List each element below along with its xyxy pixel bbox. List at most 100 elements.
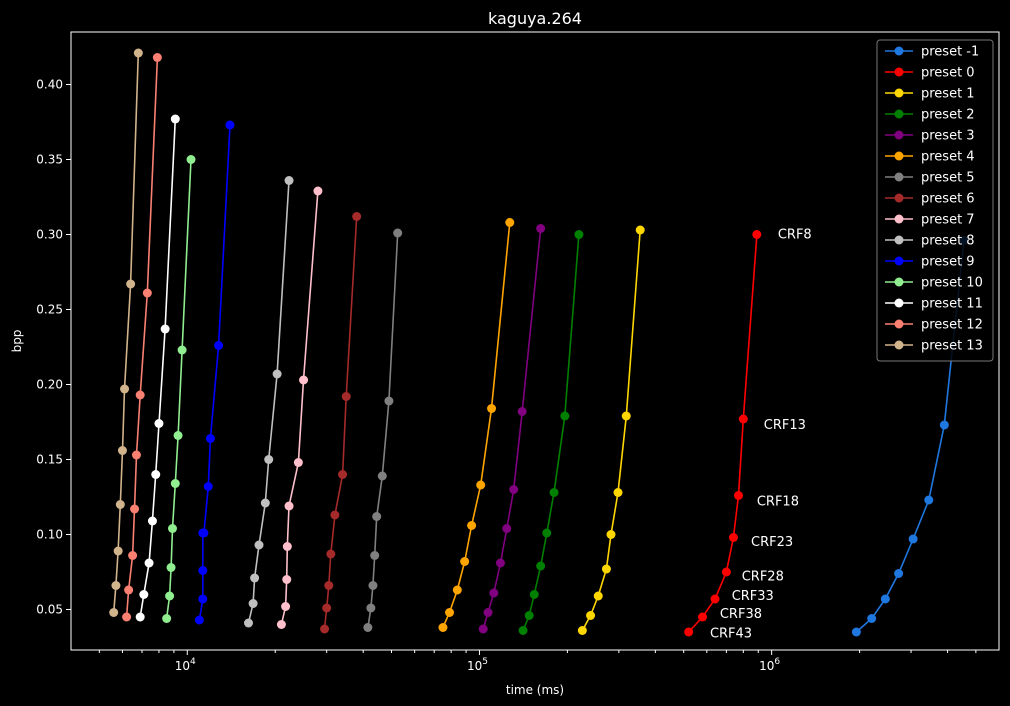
crf-annotation: CRF13 xyxy=(764,418,806,433)
data-point xyxy=(366,603,376,613)
data-point xyxy=(214,341,224,350)
data-point xyxy=(128,551,138,560)
data-point xyxy=(738,414,748,424)
data-point xyxy=(177,345,187,355)
data-point xyxy=(151,470,161,479)
series-preset-12 xyxy=(122,53,162,622)
data-point xyxy=(152,53,162,62)
data-point xyxy=(299,375,309,385)
data-point xyxy=(467,521,477,530)
legend-item: preset 9 xyxy=(885,255,975,270)
legend-box xyxy=(876,39,994,362)
legend-label: preset -1 xyxy=(921,45,979,60)
legend-label: preset 5 xyxy=(921,171,975,186)
x-tick-label: 105 xyxy=(467,657,488,673)
legend-label: preset 10 xyxy=(921,276,983,291)
legend-marker xyxy=(894,235,904,245)
legend-marker xyxy=(894,193,904,203)
data-point xyxy=(113,546,123,556)
legend-marker xyxy=(894,340,904,350)
data-point xyxy=(133,48,143,58)
series-layer xyxy=(109,48,969,637)
data-point xyxy=(593,591,603,601)
data-point xyxy=(363,623,373,632)
series-preset-8 xyxy=(243,176,294,628)
y-tick-label: 0.15 xyxy=(36,453,63,467)
legend-marker xyxy=(894,256,904,266)
data-point xyxy=(529,590,539,599)
series-line xyxy=(139,118,177,618)
data-point xyxy=(205,434,215,443)
legend-item: preset 11 xyxy=(885,297,983,312)
data-point xyxy=(284,176,294,185)
legend-label: preset 4 xyxy=(921,150,975,165)
legend-item: preset 0 xyxy=(885,66,975,81)
data-point xyxy=(341,392,351,401)
data-point xyxy=(198,594,208,604)
data-point xyxy=(577,626,587,635)
data-point xyxy=(384,396,394,406)
data-point xyxy=(135,612,145,622)
crf-annotation: CRF8 xyxy=(778,228,812,243)
legend-label: preset 13 xyxy=(921,339,983,354)
chart-title: kaguya.264 xyxy=(488,9,582,28)
legend-item: preset 8 xyxy=(885,234,975,249)
data-point xyxy=(276,620,286,629)
legend-marker xyxy=(894,151,904,161)
data-point xyxy=(173,431,183,440)
y-tick-label: 0.20 xyxy=(36,378,63,392)
data-point xyxy=(170,114,180,124)
data-point xyxy=(194,615,204,625)
legend-marker xyxy=(894,88,904,98)
data-point xyxy=(282,575,292,584)
data-point xyxy=(908,534,918,544)
data-point xyxy=(167,524,177,533)
data-point xyxy=(170,479,180,488)
data-point xyxy=(243,618,253,628)
crf-annotation: CRF38 xyxy=(720,607,762,622)
data-point xyxy=(131,450,141,460)
data-point xyxy=(322,603,332,613)
y-tick-label: 0.30 xyxy=(36,228,63,242)
x-axis-label: time (ms) xyxy=(506,683,564,697)
data-point xyxy=(517,407,527,416)
y-axis-label: bpp xyxy=(10,330,24,353)
series-preset-10 xyxy=(162,155,196,623)
data-point xyxy=(728,533,738,542)
data-point xyxy=(524,611,534,620)
legend-label: preset 2 xyxy=(921,108,975,123)
data-point xyxy=(733,491,743,500)
data-point xyxy=(924,495,934,505)
legend-label: preset 12 xyxy=(921,318,983,333)
crf-annotation: CRF28 xyxy=(742,570,784,585)
legend-label: preset 11 xyxy=(921,297,983,312)
data-point xyxy=(574,230,584,239)
data-point xyxy=(120,384,130,394)
data-point xyxy=(460,557,470,566)
data-point xyxy=(635,225,645,235)
y-tick-label: 0.05 xyxy=(36,603,63,617)
series-preset-13 xyxy=(109,48,143,617)
data-point xyxy=(117,446,127,455)
series-preset-0 xyxy=(684,230,762,637)
legend-marker xyxy=(894,109,904,119)
data-point xyxy=(203,482,213,491)
data-point xyxy=(166,563,176,572)
data-point xyxy=(721,567,731,577)
data-point xyxy=(326,549,336,559)
legend-marker xyxy=(894,172,904,182)
data-point xyxy=(542,528,552,538)
legend-item: preset 10 xyxy=(885,276,983,291)
data-point xyxy=(162,614,172,623)
data-point xyxy=(225,120,235,130)
data-point xyxy=(248,599,258,608)
legend-label: preset 6 xyxy=(921,192,975,207)
data-point xyxy=(476,480,486,490)
data-point xyxy=(352,212,362,221)
data-point xyxy=(264,455,274,464)
data-point xyxy=(487,404,497,413)
legend-label: preset 8 xyxy=(921,234,975,249)
data-point xyxy=(536,561,546,571)
y-tick-label: 0.40 xyxy=(36,78,63,92)
data-point xyxy=(372,512,382,521)
